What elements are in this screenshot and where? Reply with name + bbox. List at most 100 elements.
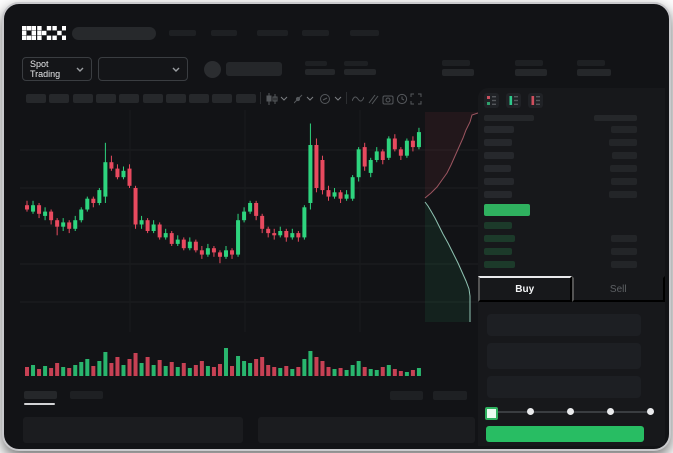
- candle-body: [296, 233, 301, 238]
- bid-row[interactable]: [484, 248, 659, 255]
- okx-logo[interactable]: [22, 26, 66, 41]
- book-bids-icon[interactable]: [506, 93, 521, 108]
- slider-stop-25%[interactable]: [527, 408, 534, 415]
- volume-bar: [386, 365, 391, 376]
- ask-amount-placeholder: [612, 152, 637, 159]
- timeframe-chip[interactable]: [26, 94, 46, 103]
- timeframe-chip[interactable]: [119, 94, 140, 103]
- volume-bar: [368, 369, 373, 376]
- bid-row[interactable]: [484, 235, 659, 242]
- clock-icon[interactable]: [396, 93, 408, 105]
- ask-row[interactable]: [484, 126, 659, 133]
- ask-row[interactable]: [484, 165, 659, 172]
- bottom-action-button[interactable]: [390, 391, 423, 400]
- market-type-dropdown[interactable]: Spot Trading: [22, 57, 92, 81]
- timeframe-chip[interactable]: [49, 94, 70, 103]
- ask-row[interactable]: [484, 191, 659, 198]
- slider-stop-75%[interactable]: [607, 408, 614, 415]
- compare-icon[interactable]: [367, 93, 379, 105]
- ask-row[interactable]: [484, 139, 659, 146]
- wave-chart-icon[interactable]: [352, 93, 364, 105]
- depth-bids-area: [425, 202, 470, 322]
- camera-icon[interactable]: [382, 93, 394, 105]
- indicator-icon[interactable]: [320, 93, 342, 105]
- ask-row[interactable]: [484, 178, 659, 185]
- stat-value: [515, 69, 547, 76]
- bottom-action-button[interactable]: [433, 391, 467, 400]
- volume-bar: [332, 369, 337, 376]
- pair-select[interactable]: [98, 57, 188, 81]
- candle-body: [103, 162, 108, 197]
- timeframe-chip[interactable]: [189, 94, 210, 103]
- candle-body: [236, 220, 241, 255]
- slider-stop-100%[interactable]: [647, 408, 654, 415]
- ask-price-placeholder: [484, 191, 512, 198]
- volume-bar: [320, 361, 325, 376]
- book-asks-icon[interactable]: [528, 93, 543, 108]
- volume-bar: [356, 361, 361, 376]
- volume-bar: [193, 365, 198, 376]
- price-chart[interactable]: [20, 110, 478, 382]
- candle-body: [79, 209, 84, 221]
- candle-body: [332, 192, 337, 197]
- slider-stop-50%[interactable]: [567, 408, 574, 415]
- timeframe-chip[interactable]: [95, 94, 116, 103]
- stat-label: [515, 60, 543, 66]
- ask-row[interactable]: [484, 152, 659, 159]
- buy-submit-button[interactable]: [486, 426, 644, 442]
- volume-bar: [380, 367, 385, 376]
- volume-bar: [284, 366, 289, 376]
- candle-body: [145, 220, 150, 231]
- nav-item[interactable]: [169, 30, 196, 36]
- last-price-badge[interactable]: [484, 204, 530, 216]
- chevron-down-icon: [76, 67, 84, 72]
- timeframe-chip[interactable]: [72, 94, 93, 103]
- timeframe-chip[interactable]: [165, 94, 186, 103]
- volume-bar: [85, 359, 90, 376]
- orderbook-panel: Buy Sell: [478, 88, 665, 446]
- fullscreen-icon[interactable]: [410, 93, 422, 105]
- bottom-tab[interactable]: [70, 391, 103, 399]
- timeframe-chip[interactable]: [142, 94, 163, 103]
- search-input[interactable]: [72, 27, 156, 40]
- tab-buy[interactable]: Buy: [478, 276, 572, 302]
- nav-item[interactable]: [302, 30, 329, 36]
- ask-amount-placeholder: [611, 178, 637, 185]
- bid-row[interactable]: [484, 261, 659, 268]
- amount-slider[interactable]: [485, 407, 654, 420]
- volume-bar: [37, 369, 42, 376]
- nav-item[interactable]: [350, 30, 379, 36]
- candle-body: [97, 190, 102, 203]
- tab-sell[interactable]: Sell: [571, 276, 665, 302]
- bottom-tab-active[interactable]: [24, 391, 57, 399]
- candle-body: [392, 138, 397, 150]
- candle-body: [157, 224, 162, 238]
- ask-price-placeholder: [484, 178, 514, 185]
- candle-body: [344, 194, 349, 199]
- volume-bar: [248, 363, 253, 376]
- candle-body: [386, 138, 391, 158]
- candle-body: [109, 162, 114, 169]
- candle-body: [91, 198, 96, 203]
- candle-body: [362, 147, 367, 167]
- volume-bar: [103, 352, 108, 376]
- total-field[interactable]: [487, 376, 641, 398]
- volume-bar: [91, 366, 96, 376]
- ask-amount-placeholder: [609, 191, 637, 198]
- timeframe-chip[interactable]: [235, 94, 256, 103]
- bid-row[interactable]: [484, 222, 659, 229]
- candle-body: [290, 233, 295, 238]
- nav-item[interactable]: [211, 30, 237, 36]
- price-field[interactable]: [487, 314, 641, 336]
- amount-field[interactable]: [487, 343, 641, 369]
- timeframe-chip[interactable]: [212, 94, 233, 103]
- volume-bar: [326, 367, 331, 376]
- book-combined-icon[interactable]: [484, 93, 499, 108]
- slider-stop-0%[interactable]: [485, 407, 498, 420]
- volume-bar: [145, 357, 150, 376]
- candle-body: [314, 145, 319, 188]
- candle-style-icon[interactable]: [266, 93, 288, 105]
- volume-bar: [133, 353, 138, 376]
- line-style-icon[interactable]: [294, 93, 314, 105]
- nav-item[interactable]: [257, 30, 288, 36]
